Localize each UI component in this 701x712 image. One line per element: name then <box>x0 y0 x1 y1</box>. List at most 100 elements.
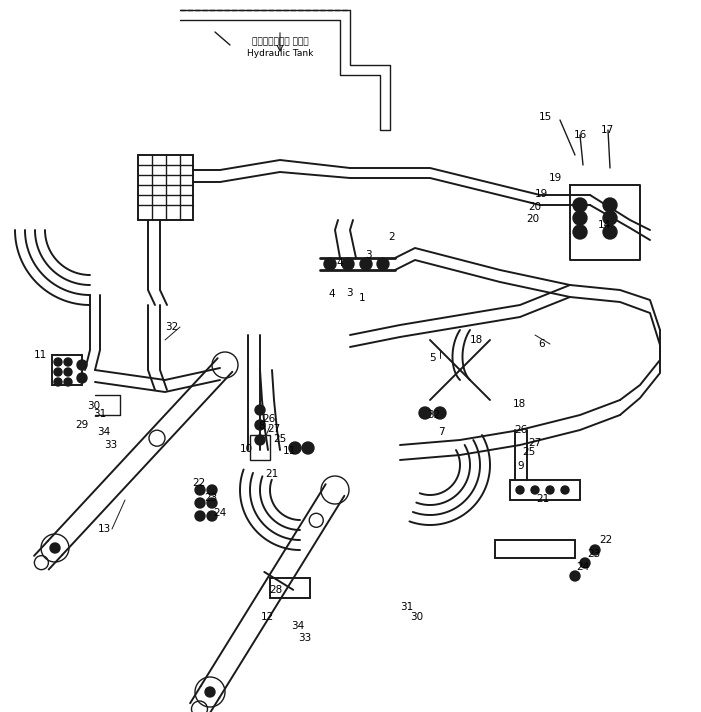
Text: 4: 4 <box>329 289 335 299</box>
Text: 20: 20 <box>526 214 540 224</box>
Text: 27: 27 <box>529 438 542 448</box>
Text: 18: 18 <box>512 399 526 409</box>
Circle shape <box>546 486 554 494</box>
Text: 18: 18 <box>470 335 482 345</box>
Text: 25: 25 <box>273 434 287 444</box>
Circle shape <box>195 511 205 521</box>
Circle shape <box>603 225 617 239</box>
Text: 31: 31 <box>400 602 414 612</box>
Circle shape <box>195 485 205 495</box>
Circle shape <box>377 258 389 270</box>
Text: 32: 32 <box>165 322 179 332</box>
Circle shape <box>289 442 301 454</box>
Text: 14: 14 <box>597 220 611 230</box>
Circle shape <box>205 687 215 697</box>
Circle shape <box>580 558 590 568</box>
Text: 3: 3 <box>346 288 353 298</box>
Bar <box>138 155 193 220</box>
Text: 7: 7 <box>437 427 444 437</box>
Circle shape <box>255 405 265 415</box>
Circle shape <box>434 407 446 419</box>
Text: 9: 9 <box>517 461 524 471</box>
Circle shape <box>573 225 587 239</box>
Circle shape <box>419 407 431 419</box>
Text: 24: 24 <box>576 562 590 572</box>
Text: 30: 30 <box>411 612 423 622</box>
Text: ハイドロリック タンク: ハイドロリック タンク <box>252 38 308 46</box>
Text: 12: 12 <box>260 612 273 622</box>
Circle shape <box>342 258 354 270</box>
Text: 1: 1 <box>359 293 365 303</box>
Text: 19: 19 <box>534 189 547 199</box>
Circle shape <box>360 258 372 270</box>
Text: 16: 16 <box>573 130 587 140</box>
Text: 6: 6 <box>538 339 545 349</box>
Text: 26: 26 <box>515 425 528 435</box>
Text: 15: 15 <box>538 112 552 122</box>
Circle shape <box>531 486 539 494</box>
Text: 34: 34 <box>97 427 111 437</box>
Circle shape <box>77 360 87 370</box>
Circle shape <box>603 211 617 225</box>
Circle shape <box>603 198 617 212</box>
Circle shape <box>195 498 205 508</box>
Text: 26: 26 <box>262 414 275 424</box>
Text: 11: 11 <box>34 350 47 360</box>
Bar <box>270 578 310 598</box>
Text: 22: 22 <box>192 478 205 488</box>
Circle shape <box>64 358 72 366</box>
Text: 33: 33 <box>104 440 118 450</box>
Text: 3: 3 <box>365 250 372 260</box>
Circle shape <box>207 511 217 521</box>
Circle shape <box>573 198 587 212</box>
Text: 10: 10 <box>240 444 252 454</box>
Text: 29: 29 <box>76 420 88 430</box>
Circle shape <box>255 420 265 430</box>
Circle shape <box>77 373 87 383</box>
Text: 31: 31 <box>93 409 107 419</box>
Text: 30: 30 <box>88 401 100 411</box>
Text: 23: 23 <box>205 493 217 503</box>
Text: 13: 13 <box>97 524 111 534</box>
Text: 34: 34 <box>292 621 305 631</box>
Bar <box>510 480 580 500</box>
Circle shape <box>64 378 72 386</box>
Bar <box>52 355 82 385</box>
Circle shape <box>64 368 72 376</box>
Circle shape <box>302 442 314 454</box>
Text: 19: 19 <box>548 173 562 183</box>
Circle shape <box>54 378 62 386</box>
Bar <box>250 435 270 460</box>
Text: 27: 27 <box>267 424 280 434</box>
Circle shape <box>590 545 600 555</box>
Circle shape <box>54 358 62 366</box>
Text: 28: 28 <box>269 585 283 595</box>
Text: 32: 32 <box>428 410 441 420</box>
Text: 17: 17 <box>600 125 613 135</box>
Text: 21: 21 <box>536 494 550 504</box>
Circle shape <box>50 543 60 553</box>
Bar <box>495 540 575 558</box>
Text: 24: 24 <box>213 508 226 518</box>
Circle shape <box>324 258 336 270</box>
Circle shape <box>54 368 62 376</box>
Text: 20: 20 <box>529 202 542 212</box>
Text: 21: 21 <box>266 469 278 479</box>
Circle shape <box>207 498 217 508</box>
Text: 33: 33 <box>299 633 312 643</box>
Text: 4: 4 <box>336 258 343 268</box>
Text: 23: 23 <box>587 549 601 559</box>
Text: Hydraulic Tank: Hydraulic Tank <box>247 48 313 58</box>
Text: 22: 22 <box>599 535 613 545</box>
Circle shape <box>255 435 265 445</box>
Circle shape <box>207 485 217 495</box>
Circle shape <box>561 486 569 494</box>
Circle shape <box>573 211 587 225</box>
Text: 2: 2 <box>388 232 395 242</box>
Text: 25: 25 <box>522 447 536 457</box>
Circle shape <box>570 571 580 581</box>
Text: 5: 5 <box>429 353 435 363</box>
Circle shape <box>516 486 524 494</box>
Text: 8: 8 <box>259 421 265 431</box>
Text: 11: 11 <box>283 446 296 456</box>
